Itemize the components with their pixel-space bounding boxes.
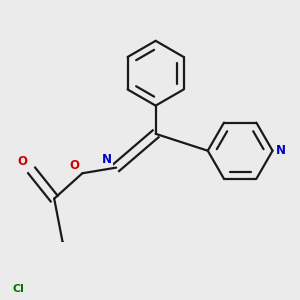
Text: N: N — [276, 144, 286, 157]
Text: N: N — [102, 153, 112, 166]
Text: O: O — [17, 155, 27, 168]
Text: O: O — [69, 159, 79, 172]
Text: Cl: Cl — [13, 284, 25, 294]
